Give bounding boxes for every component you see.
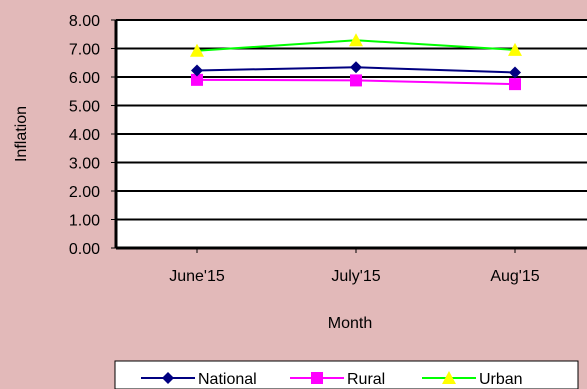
series-layer [190, 33, 522, 91]
data-point-urban [349, 33, 363, 47]
y-tick-labels: 0.00 1.00 2.00 3.00 4.00 5.00 6.00 7.00 8.00 [69, 13, 100, 258]
data-point-rural [509, 78, 521, 91]
y-tick-label: 3.00 [69, 156, 100, 173]
y-tick-label: 7.00 [69, 42, 100, 59]
series-national [191, 61, 521, 79]
x-axis-title: Month [328, 315, 372, 332]
legend-item-rural: Rural [290, 371, 385, 388]
data-point-national [191, 64, 203, 77]
legend-marker-urban [442, 371, 456, 384]
y-tick-label: 4.00 [69, 127, 100, 144]
y-tick-label: 1.00 [69, 213, 100, 230]
legend-item-national: National [141, 371, 257, 388]
data-point-rural [350, 74, 362, 87]
y-tick-label: 0.00 [69, 241, 100, 258]
legend-label: Urban [479, 371, 523, 388]
x-tick-label: July'15 [331, 268, 380, 285]
legend-item-urban: Urban [422, 371, 523, 388]
data-point-national [509, 66, 521, 79]
legend-marker-rural [311, 372, 323, 384]
legend: National Rural Urban [114, 360, 579, 389]
data-point-national [350, 61, 362, 74]
legend-marker-national [162, 372, 174, 384]
y-tick-label: 8.00 [69, 13, 100, 30]
data-point-urban [508, 42, 522, 56]
y-axis-title: Inflation [13, 106, 30, 162]
y-tick-label: 5.00 [69, 99, 100, 116]
series-urban [190, 33, 522, 57]
x-tick-label: Aug'15 [490, 268, 539, 285]
series-rural [191, 73, 521, 91]
x-tick-labels: June'15 July'15 Aug'15 [169, 248, 540, 285]
x-tick-label: June'15 [169, 268, 225, 285]
data-point-urban [190, 43, 204, 57]
y-tick-label: 2.00 [69, 184, 100, 201]
y-tick-label: 6.00 [69, 70, 100, 87]
data-point-rural [191, 73, 203, 86]
legend-label: National [198, 371, 257, 388]
legend-box [114, 360, 579, 389]
legend-label: Rural [347, 371, 385, 388]
